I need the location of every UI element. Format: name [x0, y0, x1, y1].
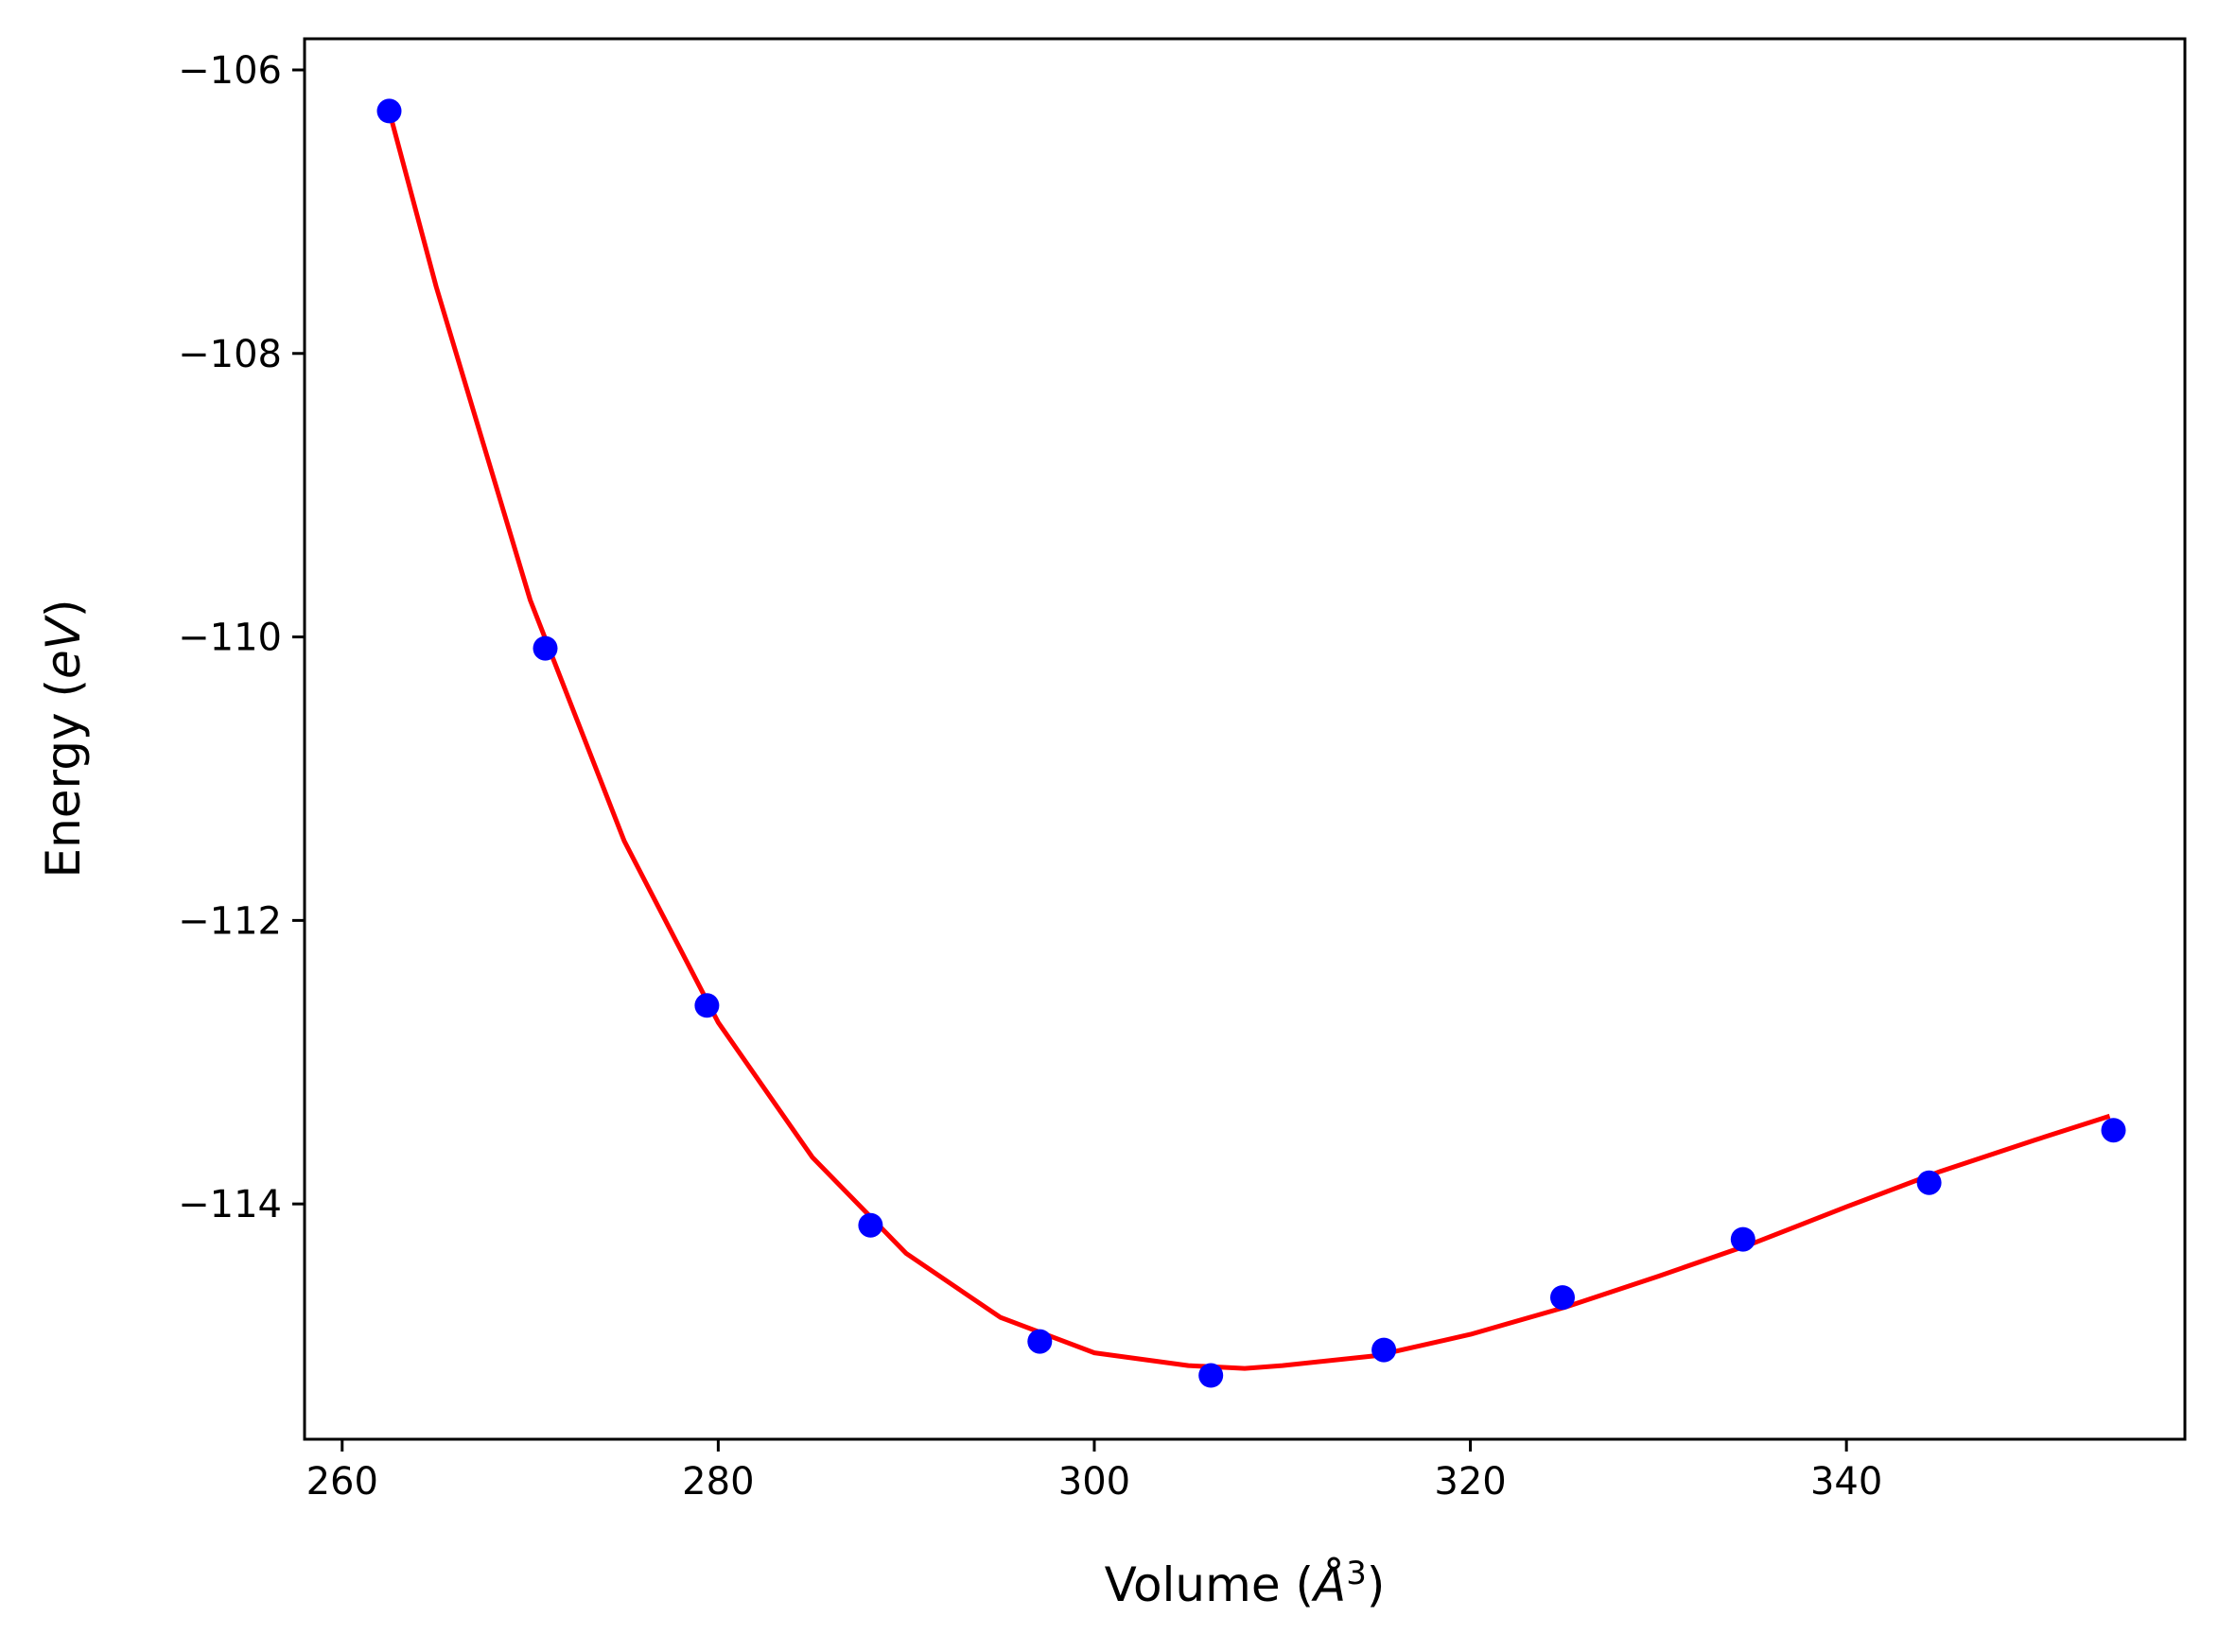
- x-tick-label: 320: [1434, 1460, 1506, 1504]
- data-point: [1027, 1329, 1053, 1354]
- y-axis-label: Energy (eV): [36, 600, 91, 878]
- data-point: [1198, 1363, 1224, 1388]
- y-axis-ticks: −106 −108 −110 −112 −114: [178, 49, 305, 1226]
- data-point-layer: [376, 98, 2126, 1388]
- y-tick-label: −110: [178, 617, 282, 660]
- data-point: [2101, 1118, 2126, 1143]
- data-point: [1916, 1170, 1942, 1195]
- plot-frame: [303, 37, 2187, 1441]
- x-tick-label: 260: [306, 1460, 378, 1504]
- y-tick-label: −106: [178, 49, 282, 93]
- data-point: [1550, 1285, 1575, 1311]
- data-point: [858, 1212, 883, 1238]
- y-tick-label: −108: [178, 333, 282, 376]
- data-point: [1730, 1226, 1755, 1252]
- data-point: [376, 98, 402, 124]
- x-axis-ticks: 260 280 300 320 340: [306, 1439, 1882, 1504]
- x-tick-label: 300: [1058, 1460, 1130, 1504]
- plot-background: [305, 39, 2185, 1439]
- data-point: [533, 635, 558, 661]
- fit-curve: [387, 110, 2111, 1371]
- x-tick-label: 280: [682, 1460, 754, 1504]
- data-point: [1371, 1337, 1397, 1363]
- data-point: [694, 993, 720, 1018]
- y-tick-label: −112: [178, 899, 282, 943]
- y-tick-label: −114: [178, 1183, 282, 1226]
- x-tick-label: 340: [1810, 1460, 1882, 1504]
- x-axis-label: Volume (Å3): [1105, 1555, 1386, 1612]
- fit-curve-layer: [387, 110, 2111, 1371]
